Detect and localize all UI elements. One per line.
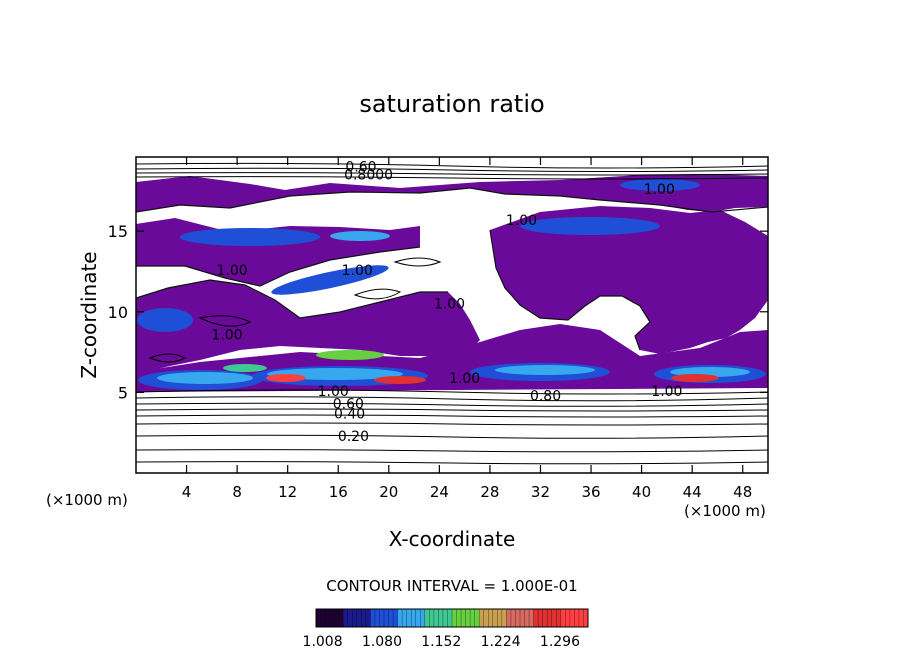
contour-label: 1.00 <box>342 263 373 279</box>
contour-label: 0.8000 <box>344 168 393 184</box>
colorbar-frame <box>315 608 589 628</box>
x-tick-label: 48 <box>733 483 752 501</box>
x-tick-label: 44 <box>683 483 702 501</box>
contour-label: 0.60 <box>333 397 364 413</box>
contour-label: 1.00 <box>506 213 537 229</box>
x-axis-unit-left: (×1000 m) <box>46 491 128 509</box>
colorbar-tick-label: 1.080 <box>362 634 402 650</box>
y-axis-label: Z-coordinate <box>77 251 101 378</box>
contour-lines <box>136 162 768 465</box>
contour-label: 1.00 <box>449 371 480 387</box>
colorbar-swatch <box>343 609 371 627</box>
contour-label: 1.00 <box>318 384 349 400</box>
plot-frame <box>135 156 769 474</box>
x-tick-label: 36 <box>581 483 600 501</box>
x-tick-label: 20 <box>379 483 398 501</box>
contour-label: 0.40 <box>334 406 365 422</box>
contour-label: 0.20 <box>338 429 369 445</box>
x-tick-label: 32 <box>531 483 550 501</box>
chart-title: saturation ratio <box>359 90 544 118</box>
contour-label: 1.00 <box>216 263 247 279</box>
x-tick-label: 28 <box>480 483 499 501</box>
colorbar-tick-label: 1.152 <box>421 634 461 650</box>
x-tick-label: 24 <box>430 483 449 501</box>
contour-label: 0.60 <box>345 160 376 176</box>
peak-band <box>223 350 719 384</box>
x-tick-label: 12 <box>278 483 297 501</box>
x-tick-label: 8 <box>232 483 242 501</box>
contour-label: 1.00 <box>651 384 682 400</box>
y-tick-label: 15 <box>108 222 128 241</box>
y-tick-label: 5 <box>118 383 128 402</box>
contour-label: 1.00 <box>434 297 465 313</box>
colorbar <box>315 609 589 627</box>
y-axis-ticks: 5 10 15 <box>108 222 768 402</box>
contour-label: 0.80 <box>530 389 561 405</box>
x-axis-ticks: 4 8 12 16 20 24 28 32 36 40 44 48 <box>182 157 752 501</box>
colorbar-tick-label: 1.224 <box>481 634 521 650</box>
y-tick-label: 10 <box>108 303 128 322</box>
colorbar-tick-label: 1.296 <box>540 634 580 650</box>
contour-interval-note: CONTOUR INTERVAL = 1.000E-01 <box>326 577 577 595</box>
x-axis-label: X-coordinate <box>389 527 516 551</box>
x-axis-unit-right: (×1000 m) <box>684 502 766 520</box>
region-edge-lines <box>136 187 768 351</box>
contour-label: 1.00 <box>211 327 242 343</box>
x-tick-label: 4 <box>182 483 192 501</box>
x-tick-label: 40 <box>632 483 651 501</box>
x-tick-label: 16 <box>329 483 348 501</box>
colorbar-tick-label: 1.008 <box>303 634 343 650</box>
colorbar-swatch <box>479 609 507 627</box>
contour-label: 1.00 <box>644 182 675 198</box>
colorbar-labels: 1.008 1.080 1.152 1.224 1.296 <box>303 634 581 650</box>
